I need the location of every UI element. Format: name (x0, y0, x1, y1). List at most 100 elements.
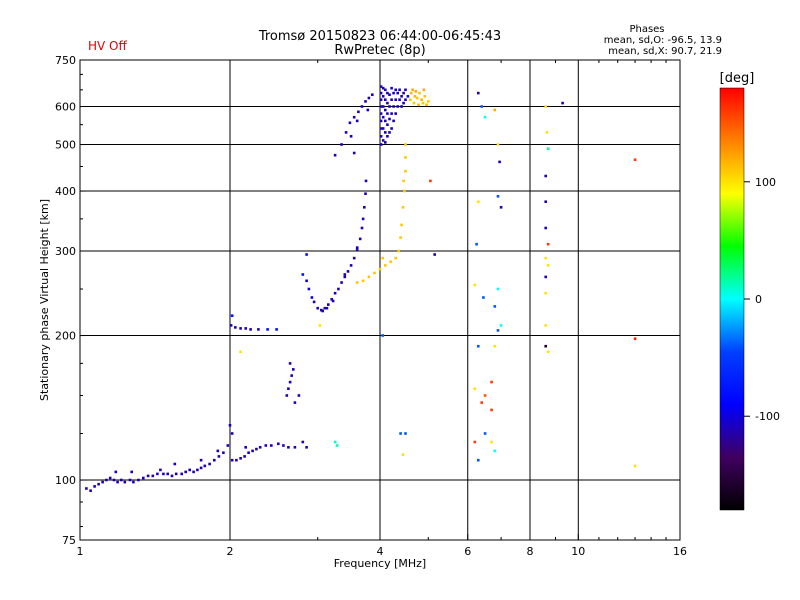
data-point (285, 394, 289, 397)
data-point (364, 100, 367, 103)
data-point (493, 449, 497, 453)
x-tick-label: 8 (527, 545, 534, 558)
data-point (390, 112, 393, 115)
data-point (290, 374, 293, 377)
data-point (404, 88, 407, 92)
data-point (392, 105, 395, 108)
colorbar-tick-label: 100 (755, 176, 776, 189)
data-point (162, 472, 165, 476)
data-point (400, 223, 403, 227)
data-point (396, 105, 399, 108)
data-point (399, 236, 402, 239)
data-point (496, 195, 500, 198)
data-point (358, 237, 362, 241)
data-point (384, 88, 387, 92)
data-point (333, 153, 337, 157)
data-point (366, 108, 370, 112)
data-point (255, 447, 258, 451)
data-point (388, 105, 391, 108)
data-point (335, 444, 339, 447)
data-point (352, 151, 356, 155)
data-point (477, 458, 480, 462)
data-point (379, 85, 383, 88)
y-tick-label: 500 (55, 139, 76, 152)
data-point (89, 489, 92, 492)
data-point (490, 380, 493, 384)
y-tick-label: 300 (55, 245, 76, 258)
data-point (379, 135, 383, 138)
data-point (355, 119, 359, 123)
data-point (192, 470, 195, 474)
data-point (384, 131, 387, 134)
data-point (544, 291, 547, 295)
data-point (243, 455, 246, 458)
data-point (331, 299, 335, 303)
data-point (633, 158, 637, 161)
data-point (493, 108, 497, 112)
y-tick-label: 75 (62, 534, 76, 547)
data-point (170, 474, 174, 478)
data-point (330, 298, 333, 301)
data-point (226, 444, 230, 447)
x-tick-label: 2 (227, 545, 234, 558)
data-point (425, 103, 428, 107)
data-point (222, 451, 225, 454)
x-tick-label: 1 (77, 545, 84, 558)
data-point (142, 476, 145, 480)
data-point (371, 93, 374, 96)
data-point (352, 115, 356, 119)
data-point (101, 480, 104, 484)
data-point (433, 253, 436, 256)
data-point (483, 115, 487, 119)
data-point (146, 474, 150, 478)
data-point (323, 306, 327, 310)
data-point (159, 468, 162, 472)
data-point (130, 470, 133, 474)
data-point (397, 249, 400, 253)
data-point (349, 264, 353, 267)
data-point (93, 485, 96, 488)
data-point (413, 95, 417, 98)
data-point (401, 206, 405, 209)
data-point (398, 88, 401, 92)
data-point (381, 139, 385, 142)
data-point (384, 119, 387, 123)
grid-lines (80, 60, 680, 540)
data-point (546, 147, 550, 150)
data-point (379, 98, 383, 101)
data-point (355, 281, 359, 284)
data-point (361, 279, 365, 283)
data-point (546, 264, 550, 267)
data-point (546, 242, 550, 246)
data-point (384, 264, 387, 267)
data-point (392, 91, 395, 95)
data-point (394, 88, 397, 92)
x-tick-label: 6 (464, 545, 471, 558)
data-point (105, 478, 108, 482)
data-point (496, 329, 500, 332)
data-point (128, 478, 132, 482)
data-point (392, 119, 395, 123)
data-point (477, 344, 480, 348)
data-point (292, 368, 295, 371)
data-point (398, 98, 401, 101)
data-point (386, 123, 389, 126)
data-point (229, 324, 233, 327)
data-point (493, 344, 497, 348)
data-point (173, 462, 177, 466)
data-point (247, 451, 250, 454)
data-point (120, 478, 123, 482)
data-point (404, 143, 407, 146)
data-point (355, 246, 359, 249)
data-point (384, 141, 387, 144)
data-point (228, 424, 232, 427)
data-point (258, 446, 262, 449)
data-point (400, 105, 403, 108)
data-point (544, 174, 547, 178)
data-point (473, 440, 477, 444)
data-point (251, 449, 254, 453)
data-point (312, 300, 316, 304)
data-point (208, 462, 211, 466)
data-point (480, 401, 483, 404)
